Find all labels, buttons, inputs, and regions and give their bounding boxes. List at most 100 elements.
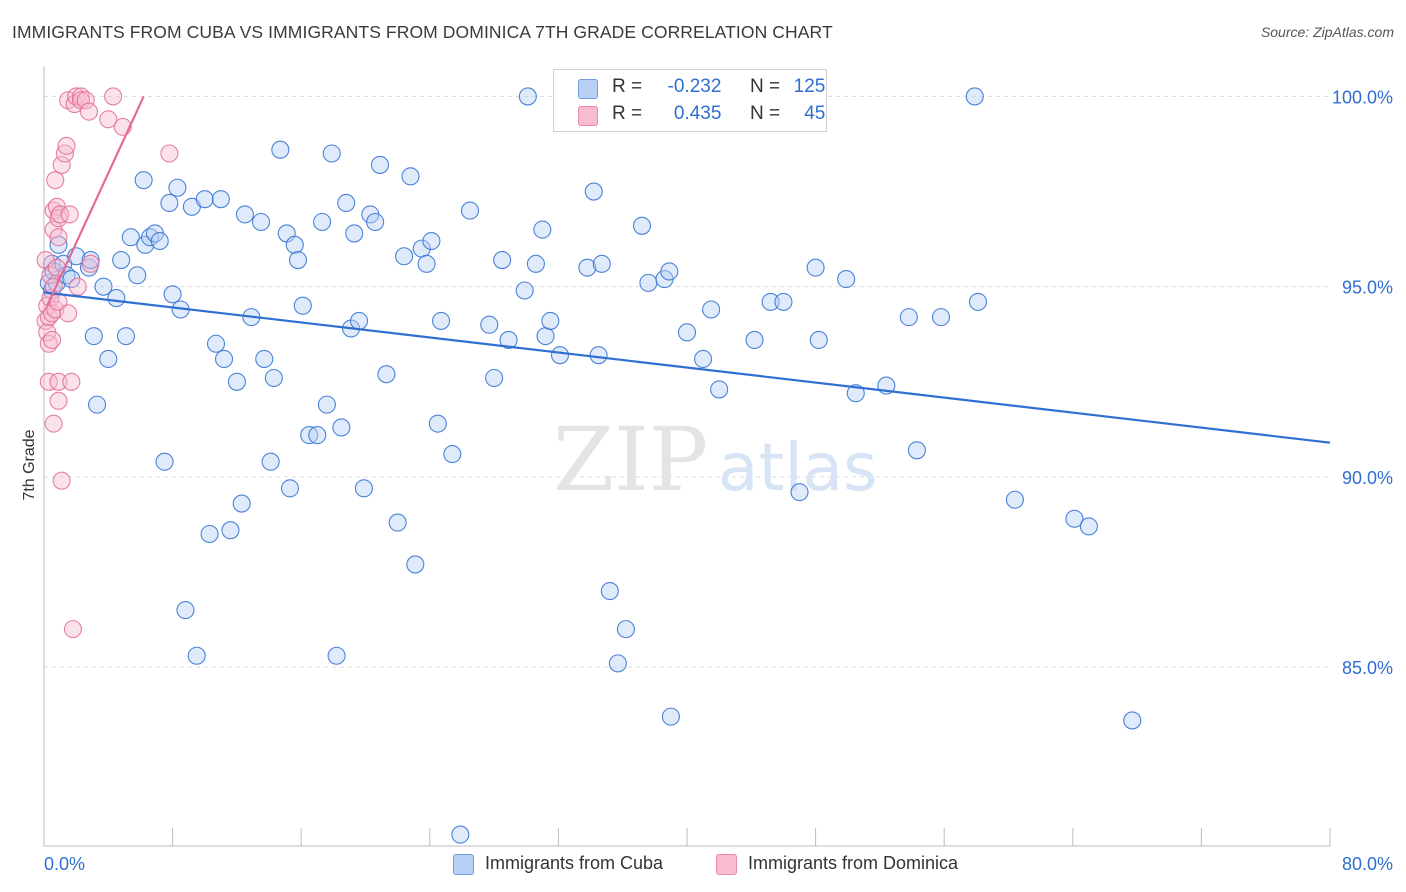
dominica-point (104, 87, 123, 106)
cuba-point (931, 308, 951, 327)
cuba-point (1079, 517, 1098, 536)
cuba-point (128, 266, 147, 285)
cuba-point (227, 372, 246, 391)
cuba-point (395, 247, 414, 266)
cuba-point (493, 250, 512, 270)
cuba-point (965, 87, 984, 106)
watermark: ZIP atlas (553, 408, 878, 511)
y-tick-label: 85.0% (1342, 658, 1393, 678)
cuba-point (541, 311, 560, 330)
cuba-point (388, 513, 407, 532)
cuba-point (317, 395, 336, 414)
cuba-point (350, 311, 369, 330)
cuba-point (121, 228, 140, 247)
cuba-point (293, 296, 312, 315)
cuba-point (62, 270, 81, 289)
cuba-point (195, 190, 214, 209)
cuba-point (899, 308, 918, 327)
cuba-point (288, 250, 308, 270)
cuba-point (1005, 490, 1024, 509)
cuba-point (134, 171, 153, 190)
cuba-point (81, 250, 100, 270)
cuba-point (632, 216, 652, 235)
cuba-point (422, 231, 441, 251)
cuba-point (406, 555, 425, 574)
cuba-point (187, 646, 206, 665)
cuba-point (285, 235, 304, 254)
cuba-point (370, 155, 390, 174)
x-tick-label-min: 0.0% (44, 854, 85, 874)
cuba-point (460, 201, 480, 220)
cuba-point (261, 452, 280, 471)
cuba-point (480, 315, 499, 334)
dominica-point (63, 620, 82, 639)
cuba-point (354, 479, 373, 498)
cuba-point (432, 311, 451, 330)
cuba-point (87, 395, 107, 414)
cuba-point (271, 140, 290, 159)
dominica-point (41, 266, 60, 285)
dominica-point (49, 391, 68, 410)
dominica-n-value: 45 (804, 103, 826, 124)
cuba-point (332, 418, 351, 437)
x-tick-label-max: 80.0% (1342, 854, 1393, 874)
dominica-point (160, 144, 179, 163)
legend-r-label: R = (612, 76, 643, 97)
trend-lines (43, 95, 1331, 444)
cuba-point (639, 273, 658, 292)
cuba-point (536, 327, 555, 346)
cuba-point (600, 582, 619, 601)
cuba-swatch (578, 79, 598, 99)
y-tick-label: 90.0% (1342, 468, 1393, 488)
cuba-point (84, 327, 103, 346)
legend-r-label: R = (612, 103, 643, 124)
source-label: Source: ZipAtlas.com (1260, 24, 1394, 40)
cuba-point (694, 349, 713, 369)
dominica-r-value: 0.435 (673, 103, 722, 124)
cuba-point (211, 190, 230, 209)
dominica-swatch (716, 854, 737, 875)
cuba-point (661, 707, 680, 726)
cuba-point (377, 365, 396, 384)
dominica-point (62, 372, 81, 391)
cuba-point (592, 254, 611, 273)
cuba-point (485, 368, 504, 388)
dominica-point (76, 91, 95, 110)
cuba-point (702, 300, 721, 319)
dominica-trend-line (46, 95, 145, 307)
cuba-point (608, 654, 627, 673)
dominica-point (49, 228, 68, 247)
dominica-point (42, 330, 62, 350)
cuba-point (163, 285, 182, 304)
cuba-point (550, 346, 570, 365)
cuba-point (837, 270, 856, 289)
dominica-point (60, 205, 79, 224)
cuba-point (322, 144, 341, 163)
cuba-point (155, 452, 174, 471)
dominica-point (68, 277, 87, 296)
legend-n-label: N = (749, 76, 781, 97)
cuba-point (366, 212, 385, 232)
cuba-point (1065, 509, 1084, 528)
dominica-point (79, 102, 99, 121)
dominica-swatch (578, 106, 598, 126)
legend-dominica-label: Immigrants from Dominica (748, 853, 959, 873)
cuba-point (428, 414, 447, 433)
cuba-point (112, 250, 131, 270)
cuba-point (235, 205, 254, 224)
cuba-point (790, 483, 809, 502)
cuba-point (846, 384, 865, 403)
series-cuba-points (39, 87, 1142, 844)
cuba-trend-line (43, 291, 1331, 444)
dominica-point (59, 304, 78, 323)
legend-cuba-label: Immigrants from Cuba (485, 853, 664, 873)
dominica-point (51, 205, 70, 224)
cuba-point (168, 178, 187, 197)
cuba-point (251, 212, 271, 232)
cuba-point (417, 254, 436, 273)
chart-title: IMMIGRANTS FROM CUBA VS IMMIGRANTS FROM … (12, 22, 833, 42)
dominica-point (46, 171, 65, 190)
cuba-swatch (453, 854, 474, 875)
cuba-point (578, 258, 597, 277)
